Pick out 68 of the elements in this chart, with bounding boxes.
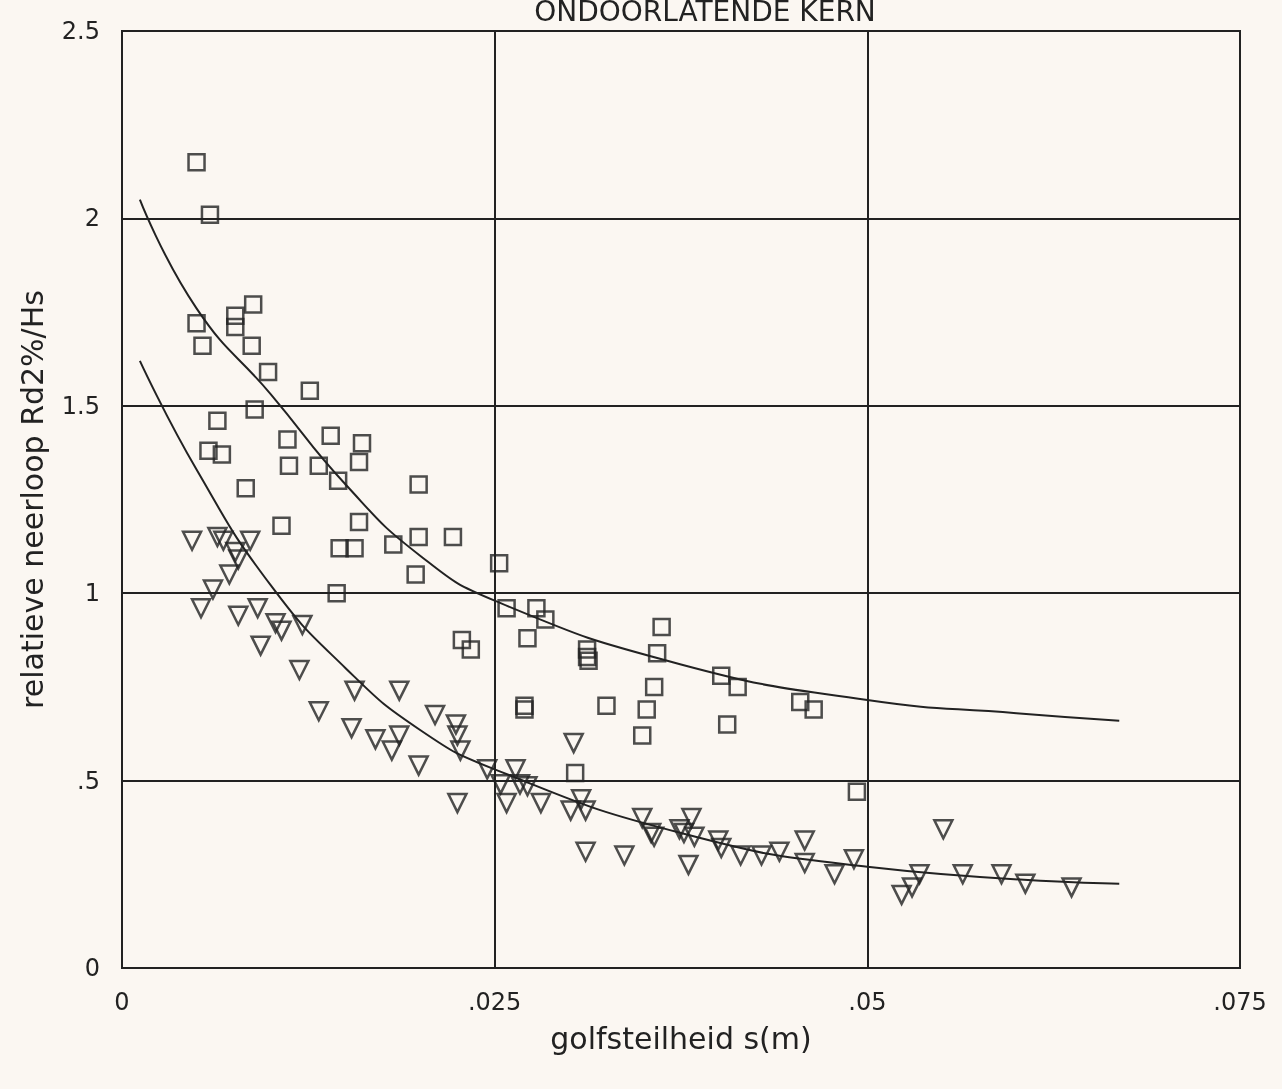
point: [791, 692, 810, 712]
point: [242, 336, 261, 356]
point: [245, 400, 264, 419]
point: [652, 617, 671, 637]
point: [712, 666, 731, 685]
point: [847, 782, 867, 802]
point: [272, 516, 291, 535]
point: [243, 295, 263, 314]
point: [644, 677, 664, 697]
x-tick-label: .025: [467, 988, 522, 1016]
point: [443, 527, 463, 547]
point: [236, 479, 255, 498]
point: [258, 362, 278, 382]
point: [279, 456, 299, 476]
point: [349, 512, 369, 532]
point: [278, 430, 297, 449]
x-tick-label: 0: [114, 988, 130, 1016]
point: [300, 381, 320, 401]
point: [409, 527, 428, 547]
y-tick-label: 0: [84, 954, 100, 982]
point: [452, 630, 472, 650]
point: [717, 715, 737, 734]
point: [200, 205, 220, 224]
point: [321, 426, 340, 446]
x-tick-label: .05: [848, 988, 887, 1016]
point: [187, 314, 206, 333]
y-tick-label: 1.5: [61, 391, 100, 420]
point: [345, 538, 364, 558]
point: [461, 640, 481, 659]
x-axis-title: golfsteilheid s(m): [550, 1020, 812, 1056]
point: [565, 763, 585, 783]
y-tick-label: 1: [84, 579, 100, 608]
point: [187, 152, 206, 172]
point: [597, 696, 616, 715]
point: [527, 598, 546, 618]
point: [637, 700, 656, 719]
point: [226, 306, 245, 326]
point: [632, 726, 652, 745]
point: [199, 441, 218, 461]
point: [536, 610, 555, 629]
point: [384, 535, 403, 554]
point: [349, 452, 369, 472]
point: [515, 696, 534, 715]
y-axis-title: relatieve neerloop Rd2%/Hs: [14, 290, 50, 709]
point: [330, 538, 349, 558]
point: [515, 700, 534, 719]
point: [647, 643, 667, 663]
y-tick-label: 2.5: [61, 17, 100, 45]
point: [212, 445, 232, 464]
y-tick-label: .5: [77, 766, 100, 795]
y-tick-label: 2: [84, 204, 100, 233]
point: [409, 475, 428, 494]
point: [518, 628, 537, 648]
point: [309, 456, 329, 476]
point: [497, 598, 516, 618]
point: [352, 434, 372, 453]
point: [804, 700, 823, 719]
point: [577, 640, 597, 659]
point: [208, 411, 227, 431]
x-tick-label: .075: [1213, 988, 1267, 1016]
chart-title: ONDOORLATENDE KERN: [534, 0, 876, 28]
point: [226, 317, 245, 337]
point: [489, 553, 509, 573]
point: [406, 565, 425, 584]
point: [328, 471, 348, 491]
point: [728, 677, 747, 697]
point: [193, 336, 212, 356]
point: [327, 583, 346, 603]
